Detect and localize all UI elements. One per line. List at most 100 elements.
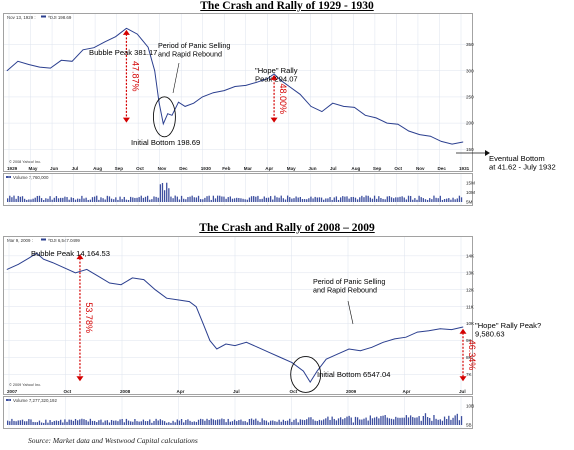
volume-bar [253, 196, 255, 202]
volume-bar [21, 196, 24, 202]
volume-bar [255, 196, 257, 202]
volume-bar [269, 196, 272, 202]
price-point [408, 130, 410, 132]
price-point [52, 262, 53, 263]
volume-bar [64, 196, 66, 202]
volume-bar [378, 196, 380, 202]
price-point [288, 86, 290, 87]
volume-bar [331, 416, 333, 425]
y-tick-label: 9K [466, 338, 473, 343]
volume-bar [407, 417, 410, 425]
volume-bar [172, 198, 174, 202]
volume-bar [376, 198, 378, 202]
volume-bar [316, 421, 318, 425]
drop-arrow-bottom [76, 376, 84, 382]
x-tick-label: Jul [459, 389, 466, 394]
volume-bar [26, 421, 28, 425]
volume-bar [191, 421, 193, 425]
volume-bar [98, 199, 100, 202]
volume-bar [134, 197, 136, 202]
price-point [280, 79, 281, 81]
volume-bar [197, 419, 200, 425]
volume-bar [320, 420, 323, 425]
volume-bar [412, 417, 414, 425]
volume-bar [460, 197, 463, 202]
price-point [154, 289, 156, 291]
volume-bar [267, 197, 270, 202]
x-tick-label: May [287, 166, 296, 171]
volume-bar [405, 199, 408, 202]
volume-bar [200, 199, 202, 202]
volume-bar [397, 197, 399, 202]
volume-bar [85, 197, 87, 202]
volume-bar [367, 195, 369, 202]
volume-bar [187, 419, 189, 425]
volume-bar [253, 419, 255, 425]
volume-bar [269, 420, 272, 425]
volume-bar [30, 199, 32, 202]
volume-bar [395, 197, 397, 202]
volume-bar [446, 418, 448, 425]
price-point [439, 328, 441, 330]
volume-bar [9, 195, 11, 202]
x-tick-label: Dec [179, 166, 188, 171]
chart-panel-1929: Nov 13, 1929 : ^DJI 198.69 © 2008 Yahoo! I… [3, 13, 571, 209]
x-tick-label: Jun [50, 166, 58, 171]
volume-bar [68, 199, 70, 202]
header-series: ^DJI 6,547.0499 [48, 238, 80, 243]
x-tick-label: 1929 [7, 166, 18, 171]
copyright: © 2008 Yahoo! Inc. [9, 160, 41, 164]
volume-bar [40, 422, 43, 425]
volume-bar [333, 197, 335, 202]
price-point [216, 348, 218, 350]
volume-bar [225, 198, 227, 202]
volume-bar [365, 417, 367, 425]
volume-bar [282, 419, 285, 425]
price-point [162, 123, 164, 125]
panic-label: Period of Panic Selling and Rapid Rebound [158, 41, 230, 58]
price-point [325, 358, 327, 360]
volume-bar [60, 419, 62, 425]
volume-bar [17, 195, 19, 202]
volume-bar [189, 420, 191, 425]
volume-bar [204, 197, 206, 202]
volume-bar [138, 421, 140, 425]
volume-bar [454, 199, 456, 202]
volume-bar [306, 419, 308, 425]
volume-bar [433, 415, 435, 425]
volume-bar [178, 420, 181, 425]
volume-bar [312, 419, 314, 425]
price-point [82, 49, 84, 51]
volume-bar [265, 420, 268, 425]
price-point [141, 38, 142, 40]
volume-bar [236, 421, 238, 425]
volume-bar [431, 199, 433, 202]
volume-bar [81, 418, 83, 425]
volume-bar [386, 196, 388, 202]
volume-bar [168, 188, 170, 202]
volume-bar [323, 419, 325, 425]
volume-bar [456, 413, 458, 425]
drop-pct-label: 53.78% [84, 302, 94, 333]
volume-bar [437, 419, 439, 425]
volume-bar [64, 419, 66, 425]
volume-bar [13, 195, 15, 202]
volume-bar [350, 417, 352, 425]
rally-arrow-bottom [459, 376, 467, 382]
volume-bar [424, 413, 427, 425]
volume-bar [227, 418, 229, 425]
volume-bar [11, 197, 13, 202]
volume-bar [53, 420, 55, 425]
volume-bar [132, 197, 134, 202]
volume-bar [289, 418, 291, 425]
volume-bar [151, 199, 153, 202]
volume-bar [9, 421, 11, 425]
volume-bar [369, 197, 371, 202]
y-tick-label: 300 [466, 68, 474, 73]
volume-bar [250, 196, 253, 202]
x-tick-label: May [29, 166, 38, 171]
volume-bar [62, 422, 64, 425]
volume-bar [216, 419, 219, 425]
hope-peak-label: "Hope" Rally Peak 294.07 [255, 66, 298, 84]
volume-bar [246, 422, 248, 425]
